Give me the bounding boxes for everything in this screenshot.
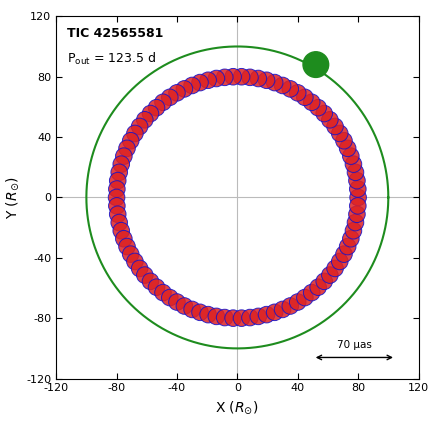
Circle shape [250, 308, 267, 325]
Circle shape [136, 112, 153, 128]
Circle shape [168, 294, 185, 310]
Circle shape [109, 181, 125, 197]
Circle shape [113, 156, 129, 172]
Circle shape [233, 310, 250, 327]
Circle shape [331, 253, 348, 270]
Circle shape [347, 164, 364, 181]
Circle shape [322, 267, 338, 283]
Circle shape [258, 306, 275, 323]
Circle shape [282, 80, 299, 97]
Circle shape [192, 74, 208, 91]
Circle shape [343, 148, 359, 164]
Circle shape [331, 125, 348, 142]
Circle shape [148, 99, 165, 116]
Circle shape [345, 223, 362, 239]
Circle shape [162, 89, 178, 106]
Circle shape [110, 172, 126, 189]
Circle shape [304, 94, 320, 110]
Circle shape [155, 284, 171, 301]
Text: TIC 42565581: TIC 42565581 [67, 27, 163, 40]
Circle shape [192, 304, 208, 321]
Circle shape [242, 69, 258, 86]
Circle shape [113, 223, 129, 239]
Circle shape [123, 246, 139, 262]
Circle shape [216, 309, 233, 326]
Circle shape [350, 189, 366, 206]
Circle shape [289, 294, 306, 310]
Circle shape [225, 310, 242, 327]
Circle shape [282, 298, 299, 314]
Circle shape [297, 89, 313, 106]
Circle shape [258, 72, 275, 89]
Circle shape [336, 132, 352, 149]
Circle shape [116, 230, 132, 247]
Circle shape [345, 156, 362, 172]
Circle shape [274, 77, 291, 94]
Circle shape [343, 230, 359, 247]
Circle shape [131, 118, 148, 135]
Circle shape [108, 189, 125, 206]
Circle shape [155, 94, 171, 110]
Circle shape [123, 132, 139, 149]
Circle shape [316, 273, 333, 290]
Circle shape [349, 172, 365, 189]
Circle shape [136, 267, 153, 283]
Circle shape [110, 206, 126, 223]
Circle shape [274, 301, 291, 318]
Circle shape [250, 70, 267, 87]
Circle shape [316, 105, 333, 122]
Circle shape [142, 105, 159, 122]
Y-axis label: Y ($R_{\odot}$): Y ($R_{\odot}$) [4, 176, 21, 219]
Circle shape [126, 253, 143, 270]
Circle shape [339, 238, 356, 255]
Circle shape [225, 68, 242, 85]
Text: 70 μas: 70 μas [337, 340, 372, 350]
Circle shape [216, 69, 233, 86]
Circle shape [233, 68, 250, 85]
Circle shape [322, 112, 338, 128]
Circle shape [289, 85, 306, 101]
Circle shape [119, 238, 135, 255]
Circle shape [142, 273, 159, 290]
Circle shape [111, 214, 127, 231]
Circle shape [336, 246, 352, 262]
Circle shape [184, 77, 200, 94]
Circle shape [109, 198, 125, 214]
Circle shape [266, 74, 283, 91]
Circle shape [208, 70, 225, 87]
Circle shape [200, 72, 216, 89]
Circle shape [339, 140, 356, 157]
Circle shape [304, 284, 320, 301]
Circle shape [208, 308, 225, 325]
Circle shape [303, 52, 329, 77]
Circle shape [310, 279, 326, 295]
Circle shape [111, 164, 127, 181]
Circle shape [162, 289, 178, 306]
X-axis label: X ($R_{\odot}$): X ($R_{\odot}$) [216, 399, 259, 416]
Circle shape [148, 279, 165, 295]
Circle shape [184, 301, 200, 318]
Circle shape [347, 214, 364, 231]
Circle shape [349, 181, 366, 197]
Circle shape [327, 118, 343, 135]
Circle shape [349, 198, 366, 214]
Circle shape [126, 125, 143, 142]
Circle shape [131, 260, 148, 277]
Circle shape [176, 298, 193, 314]
Circle shape [310, 99, 326, 116]
Circle shape [349, 206, 365, 223]
Text: P$_{\mathregular{out}}$ = 123.5 d: P$_{\mathregular{out}}$ = 123.5 d [67, 51, 156, 67]
Circle shape [176, 80, 193, 97]
Circle shape [200, 306, 216, 323]
Circle shape [119, 140, 135, 157]
Circle shape [327, 260, 343, 277]
Circle shape [297, 289, 313, 306]
Circle shape [242, 309, 258, 326]
Circle shape [168, 85, 185, 101]
Circle shape [116, 148, 132, 164]
Circle shape [266, 304, 283, 321]
